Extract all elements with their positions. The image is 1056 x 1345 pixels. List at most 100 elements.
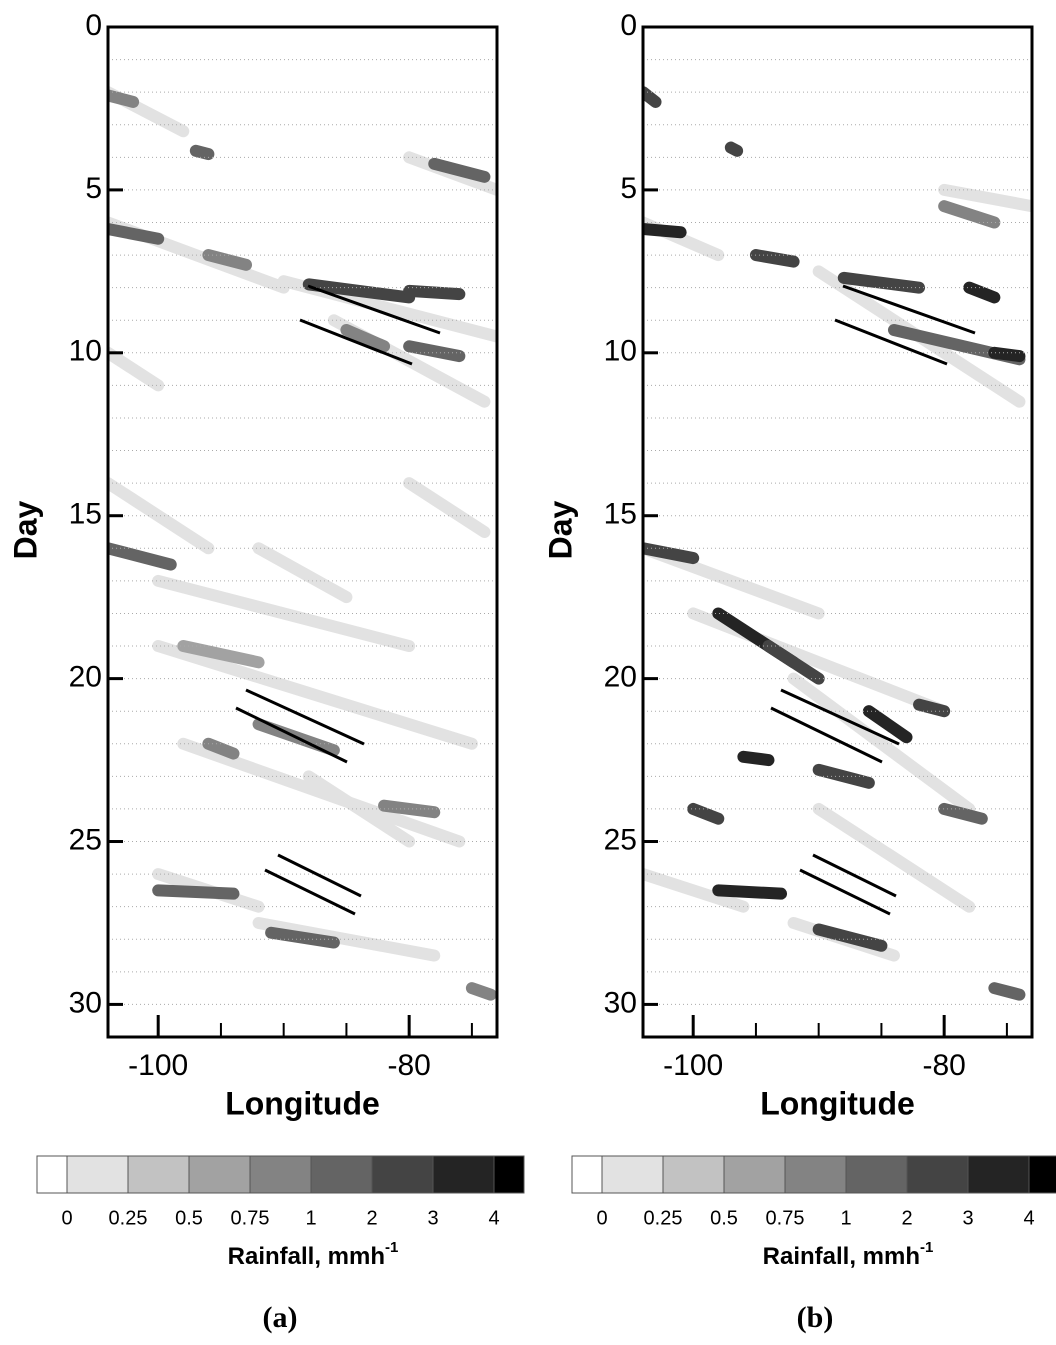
rain-streak <box>988 982 1026 1001</box>
rain-streak <box>108 542 177 571</box>
plot-area <box>108 86 497 1001</box>
y-tick-label: 0 <box>85 9 102 42</box>
rain-streak <box>643 542 700 565</box>
colorbar-tick-label: 0 <box>596 1207 607 1229</box>
rain-streak <box>302 278 416 304</box>
rain-streak <box>749 249 800 268</box>
rain-streak <box>108 477 215 555</box>
colorbar-tick-label: 2 <box>366 1207 377 1229</box>
colorbar-label-sup: -1 <box>385 1239 398 1256</box>
rain-streak <box>643 223 687 239</box>
colorbar-label-text: Rainfall, mmh <box>228 1243 385 1270</box>
colorbar-label: Rainfall, mmh-1 <box>763 1239 934 1270</box>
phase-line <box>277 853 362 898</box>
panel-label: (b) <box>797 1301 834 1334</box>
y-tick-label: 10 <box>69 335 102 368</box>
rain-streak <box>643 868 750 913</box>
rain-streak <box>988 346 1026 363</box>
rain-streak <box>762 640 825 685</box>
rain-streak <box>737 750 775 767</box>
colorbar-tick-label: 4 <box>1023 1207 1034 1229</box>
colorbar-box <box>571 1155 603 1194</box>
colorbar-box <box>127 1155 190 1194</box>
colorbar-tick-label: 0 <box>61 1207 72 1229</box>
rain-streak <box>724 141 744 157</box>
colorbar-label-text: Rainfall, mmh <box>763 1243 920 1270</box>
x-tick-label: -100 <box>663 1049 723 1082</box>
rain-streak <box>108 223 165 245</box>
colorbar-box <box>601 1155 664 1194</box>
x-tick-label: -100 <box>128 1049 188 1082</box>
colorbar-tick-label: 0.5 <box>710 1207 738 1229</box>
colorbar-box <box>66 1155 129 1194</box>
y-tick-label: 15 <box>69 498 102 531</box>
phase-line <box>834 318 948 366</box>
colorbar-box <box>967 1155 1030 1194</box>
rain-streak <box>265 926 340 949</box>
colorbar-tick-label: 0.5 <box>175 1207 203 1229</box>
rain-streak <box>177 737 466 848</box>
y-tick-label: 5 <box>85 172 102 205</box>
phase-line <box>235 706 348 764</box>
phase-line <box>780 688 900 746</box>
phase-line <box>264 868 356 916</box>
y-tick-label: 15 <box>604 498 637 531</box>
colorbar-tick-label: 0.75 <box>766 1207 805 1229</box>
colorbar-tick-label: 3 <box>427 1207 438 1229</box>
colorbar-box <box>310 1155 373 1194</box>
phase-line <box>812 853 897 898</box>
rain-streak <box>152 574 416 653</box>
rain-streak <box>465 982 497 1001</box>
rain-streak <box>837 271 926 294</box>
rain-streak <box>403 477 491 538</box>
rain-streak <box>177 640 265 669</box>
phase-line <box>299 318 413 366</box>
phase-line <box>842 284 976 335</box>
rain-streak <box>428 157 491 183</box>
rain-streak <box>712 884 788 900</box>
colorbar-box <box>432 1155 495 1194</box>
rain-streak <box>812 923 888 952</box>
rain-streak <box>202 737 240 760</box>
rain-streak <box>812 802 976 913</box>
rain-streak <box>687 802 725 825</box>
rain-streak <box>152 640 478 750</box>
y-tick-label: 30 <box>69 986 102 1019</box>
rain-streak <box>189 144 215 161</box>
rain-streak <box>938 183 1032 213</box>
rain-streak <box>378 799 441 819</box>
colorbar-box <box>906 1155 969 1194</box>
x-tick-label: -80 <box>922 1049 965 1082</box>
y-tick-label: 10 <box>604 335 637 368</box>
y-tick-label: 25 <box>604 823 637 856</box>
colorbar-box <box>784 1155 847 1194</box>
rain-streak <box>963 281 1001 304</box>
colorbar-box <box>1028 1155 1056 1194</box>
phase-line <box>245 688 365 746</box>
rain-streak <box>403 340 466 363</box>
x-axis-label: Longitude <box>760 1085 915 1121</box>
rain-streak <box>302 770 416 848</box>
colorbar-tick-label: 1 <box>840 1207 851 1229</box>
panel-label: (a) <box>263 1301 298 1334</box>
y-tick-label: 25 <box>69 823 102 856</box>
y-tick-label: 5 <box>620 172 637 205</box>
colorbar-box <box>249 1155 312 1194</box>
colorbar-tick-label: 0.25 <box>109 1207 148 1229</box>
colorbar-box <box>188 1155 251 1194</box>
x-axis-label: Longitude <box>225 1085 380 1121</box>
phase-line <box>307 284 441 335</box>
colorbar-box <box>662 1155 725 1194</box>
colorbar-box <box>371 1155 434 1194</box>
rain-streak <box>202 249 253 271</box>
rain-streak <box>938 200 1001 229</box>
rain-streak <box>913 698 951 718</box>
y-tick-label: 30 <box>604 986 637 1019</box>
rain-streak <box>252 542 353 604</box>
plot-frame <box>641 25 1034 1039</box>
rain-streak <box>108 89 140 108</box>
rain-streak <box>862 705 913 744</box>
y-axis-label: Day <box>542 500 578 559</box>
colorbar-tick-label: 0.75 <box>231 1207 270 1229</box>
